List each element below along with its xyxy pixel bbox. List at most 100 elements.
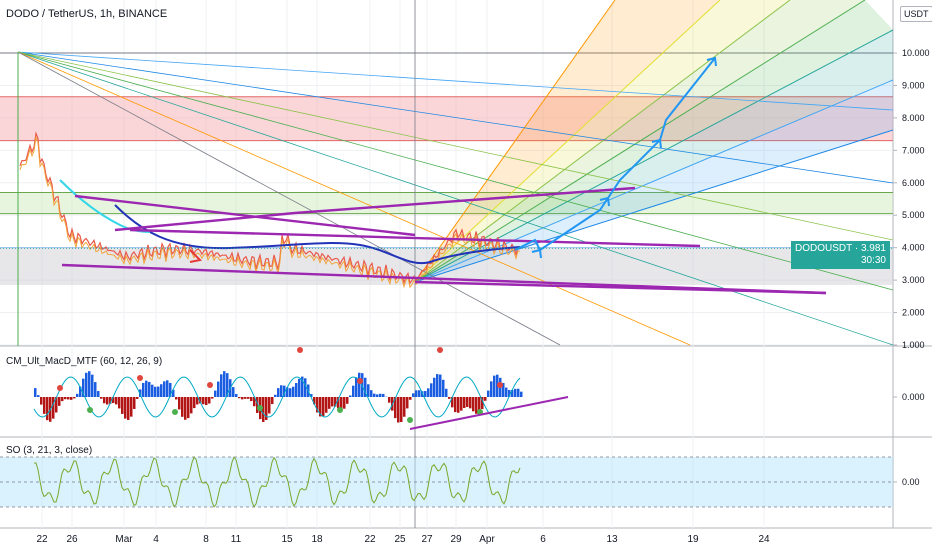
macd-bar (325, 397, 328, 413)
macd-bar (94, 382, 97, 397)
macd-bar (295, 383, 298, 397)
macd-bar (277, 388, 280, 397)
macd-bar (91, 375, 94, 397)
price-axis-label: 3.000 (902, 275, 925, 285)
price-badge-countdown: 30:30 (795, 255, 886, 267)
macd-bar (397, 397, 400, 422)
macd-bar (106, 397, 109, 404)
macd-bar (241, 397, 244, 399)
time-tick-label: 19 (687, 534, 699, 545)
macd-bar (439, 375, 442, 397)
macd-bar (472, 397, 475, 411)
price-axis-label: 5.000 (902, 210, 925, 220)
macd-cross-dot (437, 347, 443, 353)
macd-bar (379, 394, 382, 397)
macd-bar (61, 397, 64, 401)
macd-bar (124, 397, 127, 419)
macd-bar (409, 397, 412, 400)
time-tick-label: 4 (153, 534, 159, 545)
macd-bar (352, 386, 355, 397)
macd-bar (145, 381, 148, 397)
time-tick-label: Apr (479, 534, 495, 545)
time-tick-label: 24 (758, 534, 770, 545)
price-badge-price: 3.981 (861, 243, 886, 254)
time-tick-label: 8 (203, 534, 209, 545)
time-tick-label: 11 (231, 534, 242, 545)
macd-bar (331, 397, 334, 406)
macd-bar (247, 397, 250, 399)
macd-bar (430, 383, 433, 397)
price-axis-label: 6.000 (902, 178, 925, 188)
time-tick-label: 26 (66, 534, 78, 545)
macd-bar (127, 397, 130, 420)
macd-bar (292, 387, 295, 397)
macd-bar (133, 397, 136, 409)
macd-bar (157, 387, 160, 397)
macd-cross-dot (87, 407, 93, 413)
price-badge: DODOUSDT · 3.981 30:30 (791, 241, 890, 269)
price-axis-label: 10.000 (902, 48, 930, 58)
macd-bar (181, 397, 184, 417)
macd-bar (268, 397, 271, 413)
so-title: SO (3, 21, 3, close) (6, 445, 92, 456)
macd-bar (175, 397, 178, 399)
macd-bar (493, 376, 496, 397)
time-tick-label: 29 (450, 534, 462, 545)
macd-bar (37, 395, 40, 397)
macd-bar (370, 390, 373, 397)
macd-cross-dot (172, 409, 178, 415)
macd-bar (250, 397, 253, 401)
macd-bar (118, 397, 121, 408)
macd-bar (208, 397, 211, 404)
time-tick-label: 15 (281, 534, 293, 545)
macd-bar (193, 397, 196, 408)
macd-bar (178, 397, 181, 409)
macd-bar (454, 397, 457, 412)
macd-bar (238, 397, 241, 398)
time-tick-label: 13 (606, 534, 618, 545)
macd-cross-dot (407, 417, 413, 423)
macd-bar (274, 395, 277, 397)
time-tick-label: 22 (36, 534, 48, 545)
macd-bar (163, 381, 166, 397)
macd-bar (160, 384, 163, 397)
currency-button[interactable]: USDT (900, 6, 932, 22)
macd-bar (469, 397, 472, 408)
macd-cross-dot (207, 382, 213, 388)
macd-bar (187, 397, 190, 418)
macd-cross-dot (357, 378, 363, 384)
macd-bar (235, 394, 238, 397)
macd-bar (148, 382, 151, 397)
price-axis-label: 4.000 (902, 243, 925, 253)
macd-bar (487, 391, 490, 397)
macd-bar (367, 384, 370, 397)
macd-cross-dot (57, 385, 63, 391)
macd-bar (46, 397, 49, 420)
macd-bar (97, 391, 100, 397)
macd-bar (382, 394, 385, 397)
macd-bar (289, 388, 292, 397)
so-axis-label: 0.00 (902, 477, 920, 487)
macd-bar (142, 383, 145, 397)
macd-bar (460, 397, 463, 411)
macd-bar (85, 373, 88, 397)
macd-bar (505, 388, 508, 397)
macd-bar (70, 397, 73, 400)
price-badge-symbol: DODOUSDT (795, 243, 852, 254)
macd-bar (232, 387, 235, 397)
macd-bar (244, 397, 247, 399)
macd-bar (166, 380, 169, 397)
time-tick-label: 6 (540, 534, 546, 545)
macd-bar (388, 397, 391, 403)
macd-bar (442, 380, 445, 397)
macd-bar (373, 394, 376, 397)
macd-bar (376, 394, 379, 397)
macd-bar (115, 397, 118, 404)
macd-bar (322, 397, 325, 416)
macd-bar (466, 397, 469, 407)
macd-bar (358, 373, 361, 397)
macd-bar (514, 389, 517, 397)
macd-cross-dot (137, 375, 143, 381)
